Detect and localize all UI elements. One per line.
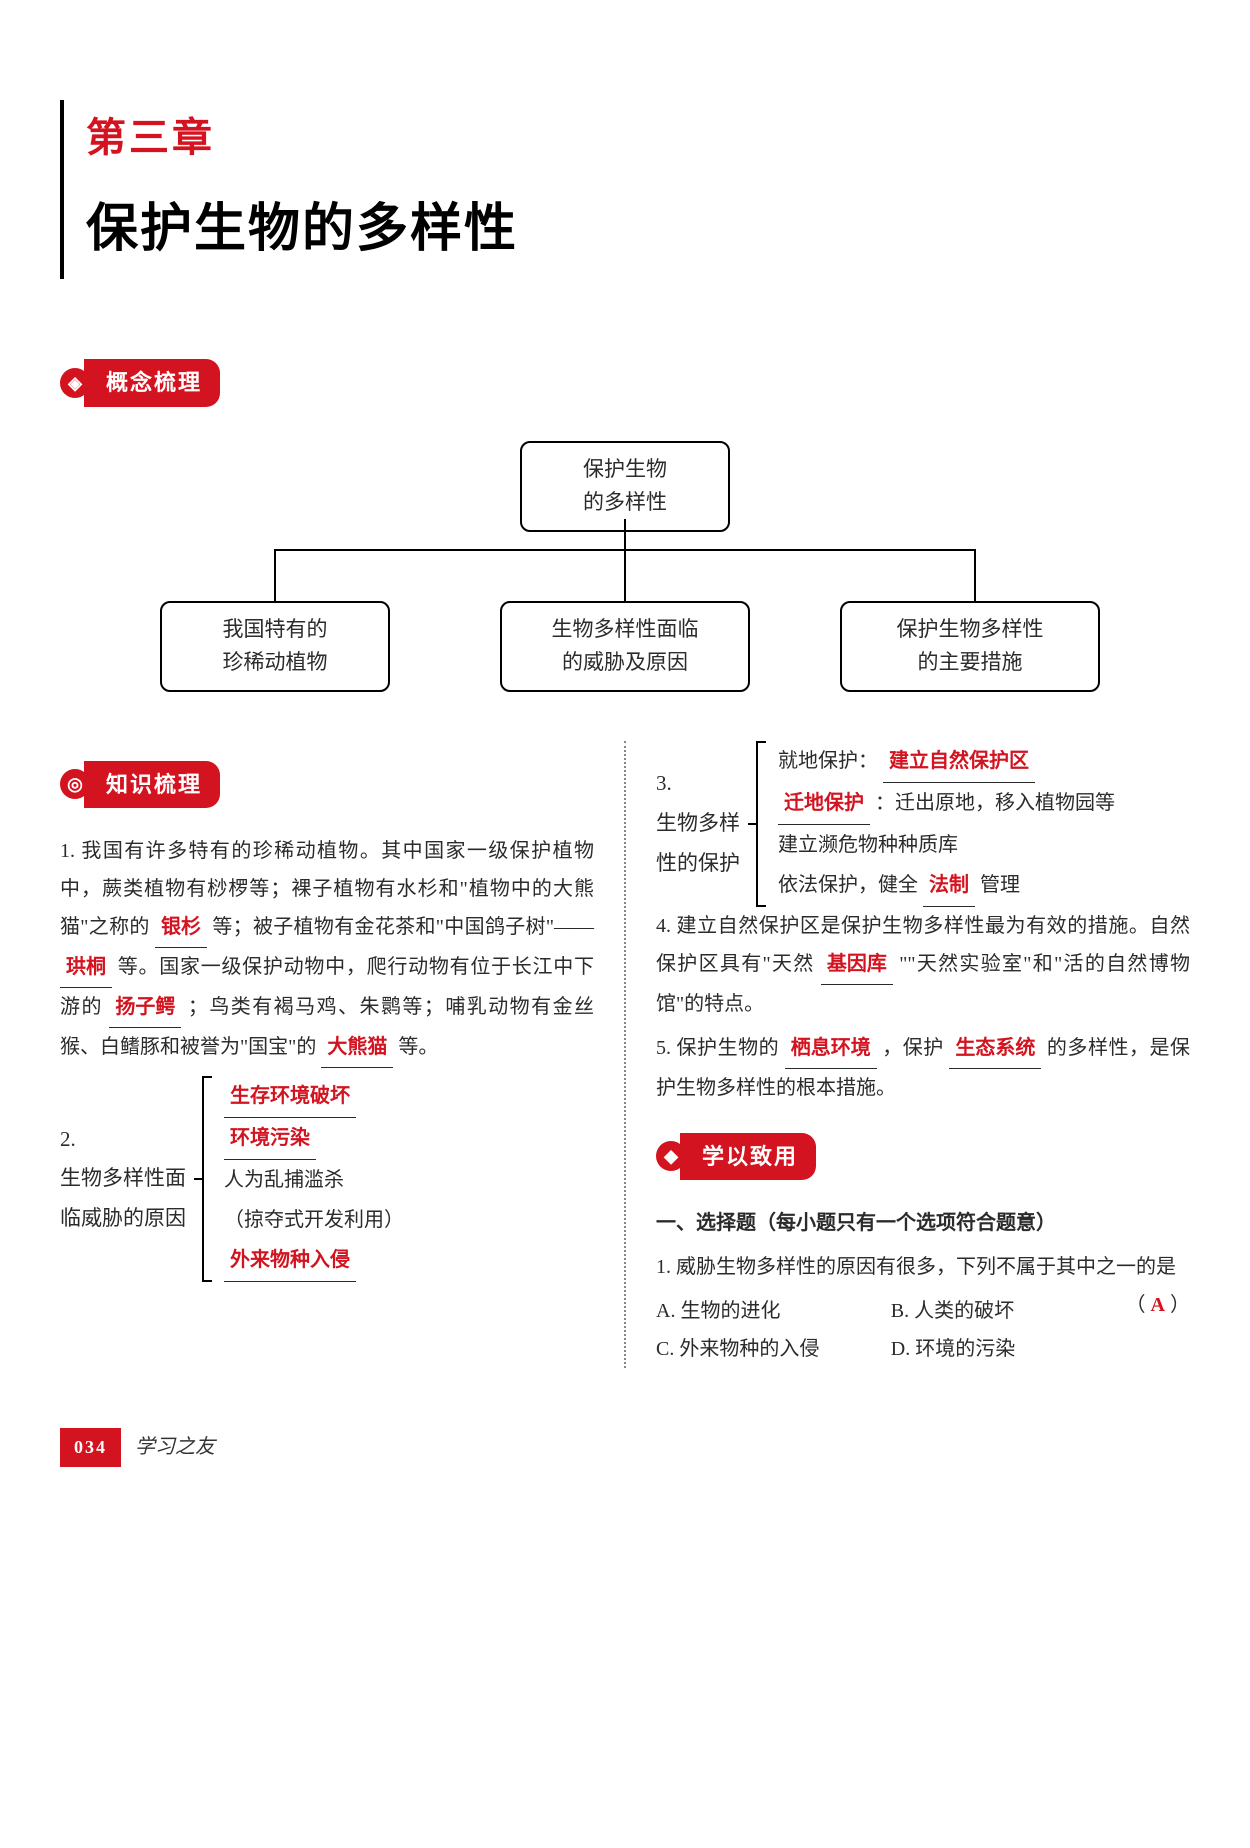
chapter-title: 保护生物的多样性 bbox=[86, 180, 1190, 279]
q3-label-line1: 生物多样 bbox=[656, 804, 740, 844]
footer-label: 学习之友 bbox=[135, 1428, 215, 1466]
knowledge-q5: 5. 保护生物的 栖息环境 ，保护 生态系统 的多样性，是保护生物多样性的根本措… bbox=[656, 1029, 1190, 1107]
mc1-stem: 1. 威胁生物多样性的原因有很多，下列不属于其中之一的是 bbox=[656, 1256, 1176, 1278]
two-column-layout: ◎ 知识梳理 1. 我国有许多特有的珍稀动植物。其中国家一级保护植物中，蕨类植物… bbox=[60, 741, 1190, 1369]
mc1-options: A. 生物的进化 B. 人类的破坏 C. 外来物种的入侵 D. 环境的污染 bbox=[656, 1292, 1126, 1368]
q3d-post: 管理 bbox=[980, 874, 1020, 896]
brace-icon bbox=[746, 741, 768, 907]
mc-heading: 一、选择题（每小题只有一个选项符合题意） bbox=[656, 1204, 1190, 1242]
q1-blank-1: 银杉 bbox=[155, 908, 207, 948]
flow-line bbox=[624, 519, 626, 549]
mc1-answer: A bbox=[1151, 1294, 1165, 1316]
q4-blank-1: 基因库 bbox=[821, 945, 893, 985]
q3-num: 3. bbox=[656, 764, 740, 804]
q3c: 建立濒危物种种质库 bbox=[778, 834, 958, 856]
knowledge-q1: 1. 我国有许多特有的珍稀动植物。其中国家一级保护植物中，蕨类植物有桫椤等；裸子… bbox=[60, 832, 594, 1068]
mc1-stem-row: 1. 威胁生物多样性的原因有很多，下列不属于其中之一的是 （ A ） bbox=[656, 1248, 1190, 1286]
knowledge-q2: 2. 生物多样性面 临威胁的原因 生存环境破坏 环境污染 人为乱捕滥杀 （掠夺式… bbox=[60, 1076, 594, 1282]
q1-text: 等；被子植物有金花茶和"中国鸽子树"—— bbox=[212, 916, 594, 938]
flow-child-1: 我国特有的珍稀动植物 bbox=[160, 601, 390, 692]
q1-blank-4: 大熊猫 bbox=[321, 1028, 393, 1068]
q5-blank-1: 栖息环境 bbox=[785, 1029, 877, 1069]
q5-text: 5. 保护生物的 bbox=[656, 1037, 779, 1059]
section-badge-concept: ◈ 概念梳理 bbox=[60, 359, 220, 407]
q2-item-2: 环境污染 bbox=[224, 1118, 316, 1160]
brace-icon bbox=[192, 1076, 214, 1282]
knowledge-q4: 4. 建立自然保护区是保护生物多样性最为有效的措施。自然保护区具有"天然 基因库… bbox=[656, 907, 1190, 1023]
q2-item-5: 外来物种入侵 bbox=[224, 1240, 356, 1282]
section-badge-knowledge: ◎ 知识梳理 bbox=[60, 761, 220, 809]
section-title-apply: 学以致用 bbox=[680, 1133, 816, 1181]
section-badge-apply: ◆ 学以致用 bbox=[656, 1133, 816, 1181]
q1-text: 等。 bbox=[398, 1036, 438, 1058]
mc1-opt-b: B. 人类的破坏 bbox=[891, 1292, 1126, 1330]
q2-num: 2. bbox=[60, 1120, 186, 1160]
q5-text: ，保护 bbox=[882, 1037, 944, 1059]
chapter-header: 第三章 保护生物的多样性 bbox=[60, 100, 1190, 279]
flow-child-3: 保护生物多样性的主要措施 bbox=[840, 601, 1100, 692]
q1-blank-2: 珙桐 bbox=[60, 948, 112, 988]
q2-item-4: （掠夺式开发利用） bbox=[224, 1209, 404, 1231]
section-title-knowledge: 知识梳理 bbox=[84, 761, 220, 809]
q3b-post: ：迁出原地，移入植物园等 bbox=[875, 792, 1115, 814]
page-number: 034 bbox=[60, 1428, 121, 1466]
flow-line bbox=[624, 549, 626, 601]
q3a-pre: 就地保护： bbox=[778, 750, 878, 772]
q3-items: 就地保护： 建立自然保护区 迁地保护 ：迁出原地，移入植物园等 建立濒危物种种质… bbox=[768, 741, 1190, 907]
mc1-opt-c: C. 外来物种的入侵 bbox=[656, 1330, 891, 1368]
q2-item-3: 人为乱捕滥杀 bbox=[224, 1169, 344, 1191]
right-column: 3. 生物多样 性的保护 就地保护： 建立自然保护区 迁地保护 ：迁出原地，移入… bbox=[656, 741, 1190, 1369]
mc1-opt-d: D. 环境的污染 bbox=[891, 1330, 1126, 1368]
chapter-number: 第三章 bbox=[86, 100, 1190, 176]
q3d-pre: 依法保护，健全 bbox=[778, 874, 918, 896]
flow-line bbox=[974, 549, 976, 601]
q3-label-line2: 性的保护 bbox=[656, 844, 740, 884]
flow-child-2: 生物多样性面临的威胁及原因 bbox=[500, 601, 750, 692]
mc1-opt-a: A. 生物的进化 bbox=[656, 1292, 891, 1330]
concept-flowchart: 保护生物的多样性 我国特有的珍稀动植物 生物多样性面临的威胁及原因 保护生物多样… bbox=[100, 441, 1150, 701]
section-title-concept: 概念梳理 bbox=[84, 359, 220, 407]
q5-blank-2: 生态系统 bbox=[949, 1029, 1041, 1069]
flow-line bbox=[274, 549, 276, 601]
q3a-ans: 建立自然保护区 bbox=[883, 741, 1035, 783]
q2-label: 2. 生物多样性面 临威胁的原因 bbox=[60, 1076, 192, 1282]
column-divider bbox=[624, 741, 626, 1369]
q3d-ans: 法制 bbox=[923, 865, 975, 907]
q2-items: 生存环境破坏 环境污染 人为乱捕滥杀 （掠夺式开发利用） 外来物种入侵 bbox=[214, 1076, 594, 1282]
q3b-ans: 迁地保护 bbox=[778, 783, 870, 825]
q2-label-line2: 临威胁的原因 bbox=[60, 1199, 186, 1239]
knowledge-q3: 3. 生物多样 性的保护 就地保护： 建立自然保护区 迁地保护 ：迁出原地，移入… bbox=[656, 741, 1190, 907]
q3-label: 3. 生物多样 性的保护 bbox=[656, 741, 746, 907]
badge-icon: ◈ bbox=[60, 368, 90, 398]
q2-label-line1: 生物多样性面 bbox=[60, 1159, 186, 1199]
left-column: ◎ 知识梳理 1. 我国有许多特有的珍稀动植物。其中国家一级保护植物中，蕨类植物… bbox=[60, 741, 594, 1369]
q1-blank-3: 扬子鳄 bbox=[109, 988, 181, 1028]
page-footer: 034 学习之友 bbox=[60, 1428, 1190, 1466]
q2-item-1: 生存环境破坏 bbox=[224, 1076, 356, 1118]
